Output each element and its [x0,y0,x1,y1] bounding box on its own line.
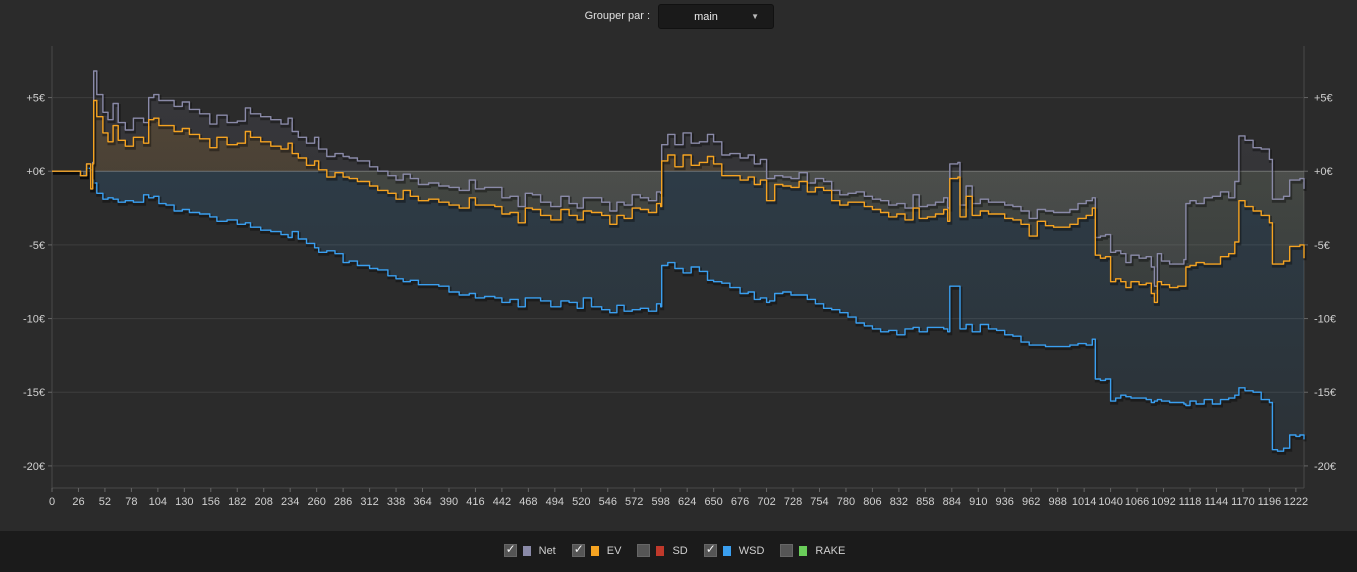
y-tick-label-right: -5€ [1314,240,1330,252]
x-tick-label: 260 [307,496,325,508]
x-tick-label: 702 [757,496,775,508]
x-tick-label: 52 [99,496,111,508]
group-by-value: main [694,11,718,23]
x-tick-label: 364 [413,496,431,508]
x-tick-label: 494 [546,496,564,508]
x-tick-label: 598 [652,496,670,508]
x-tick-label: 520 [572,496,590,508]
line-chart: +5€ +5€ +0€ +0€ -5€ -5€ -10€ -10€ -15€ -15€ -20€ -2… [23,46,1336,508]
x-tick-label: 1040 [1098,496,1122,508]
x-tick-label: 728 [784,496,802,508]
line-shadow-net [53,71,1307,290]
x-tick-label: 390 [440,496,458,508]
x-tick-label: 780 [837,496,855,508]
x-tick-label: 234 [281,496,299,508]
checkbox-net[interactable]: ✓ [503,542,517,557]
x-tick-label: 1014 [1072,496,1096,508]
swatch-net [522,545,531,556]
legend-label-ev: EV [606,544,622,557]
swatch-wsd [722,545,731,556]
x-tick-label: 806 [863,496,881,508]
checkbox-sd[interactable] [637,544,651,557]
swatch-sd [656,545,665,556]
x-tick-label: 104 [149,496,167,508]
swatch-ev [590,545,599,556]
x-tick-label: 78 [125,496,137,508]
x-tick-label: 156 [202,496,220,508]
x-tick-label: 650 [704,496,722,508]
checkbox-ev[interactable]: ✓ [571,542,585,557]
x-tick-label: 312 [360,496,378,508]
x-tick-label: 1092 [1151,496,1175,508]
x-tick-label: 858 [916,496,934,508]
y-tick-label-left: -5€ [29,240,45,252]
y-tick-label-right: +0€ [1314,166,1333,178]
y-tick-label-right: -20€ [1314,461,1336,473]
x-tick-label: 832 [890,496,908,508]
check-icon: ✓ [573,542,584,556]
legend-label-net: Net [538,544,556,557]
legend-label-rake: RAKE [815,544,846,557]
legend-item-sd[interactable]: SD [637,544,695,557]
x-tick-label: 442 [493,496,511,508]
legend-bar: ✓ Net ✓ EV SD ✓ WSD RAKE [0,531,1357,572]
x-tick-label: 546 [599,496,617,508]
y-tick-label-left: +0€ [26,166,45,178]
legend-item-rake[interactable]: RAKE [780,544,853,557]
y-tick-label-right: -15€ [1314,387,1336,399]
legend-item-wsd[interactable]: ✓ WSD [703,542,773,557]
x-tick-label: 182 [228,496,246,508]
x-tick-label: 1118 [1179,496,1202,508]
x-tick-label: 130 [175,496,193,508]
check-icon: ✓ [505,542,516,556]
x-tick-label: 936 [996,496,1014,508]
swatch-rake [799,545,808,556]
x-tick-label: 624 [678,496,696,508]
series-line-ev [52,99,1305,304]
x-tick-label: 754 [810,496,828,508]
x-tick-label: 676 [731,496,749,508]
area-wsd [52,168,1304,452]
x-tick-label: 26 [72,496,84,508]
x-tick-label: 988 [1048,496,1066,508]
checkbox-wsd[interactable]: ✓ [703,542,717,557]
x-tick-label: 1066 [1125,496,1149,508]
legend-label-wsd: WSD [738,544,765,557]
y-tick-label-left: -10€ [23,314,45,326]
x-tick-label: 1170 [1231,496,1255,508]
x-tick-label: 208 [255,496,273,508]
x-tick-label: 884 [943,496,961,508]
y-tick-label-right: -10€ [1314,314,1336,326]
y-tick-label-left: +5€ [26,93,45,105]
x-tick-label: 0 [49,496,55,508]
y-tick-label-left: -20€ [23,461,45,473]
y-tick-label-right: +5€ [1314,93,1333,105]
group-by-select[interactable]: main ▼ [658,4,774,29]
x-tick-label: 338 [387,496,405,508]
legend-label-sd: SD [672,544,688,557]
series-line-net [52,70,1305,287]
area-ev [52,100,1304,303]
x-tick-label: 416 [466,496,484,508]
check-icon: ✓ [705,542,716,556]
line-shadow-ev [53,101,1307,306]
series-line-wsd [52,167,1305,452]
x-tick-label: 1196 [1258,496,1282,508]
x-tick-label: 572 [625,496,643,508]
legend: ✓ Net ✓ EV SD ✓ WSD RAKE [0,542,1357,557]
x-tick-label: 1144 [1205,496,1229,508]
y-tick-label-left: -15€ [23,387,45,399]
legend-item-net[interactable]: ✓ Net [503,542,564,557]
x-tick-label: 1222 [1284,496,1308,508]
legend-item-ev[interactable]: ✓ EV [571,542,630,557]
x-tick-label: 468 [519,496,537,508]
x-tick-label: 910 [969,496,987,508]
toolbar: Grouper par : main ▼ [0,0,1357,36]
checkbox-rake[interactable] [780,544,794,557]
chevron-down-icon: ▼ [751,12,759,21]
x-tick-label: 286 [334,496,352,508]
x-tick-label: 962 [1022,496,1040,508]
group-by-label: Grouper par : [584,10,650,22]
